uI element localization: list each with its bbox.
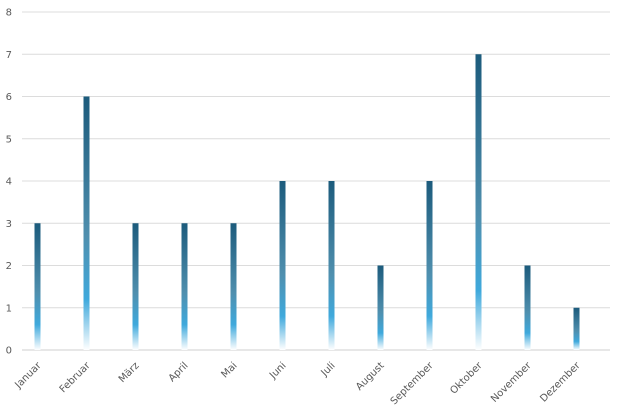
y-tick-label: 0	[6, 346, 12, 357]
x-tick-label: Februar	[58, 360, 94, 396]
bar-november	[524, 265, 531, 350]
x-tick-label: April	[167, 360, 191, 384]
x-tick-label: November	[489, 360, 534, 405]
x-tick-label: Juni	[267, 360, 289, 382]
y-tick-label: 4	[6, 177, 12, 188]
y-tick-label: 7	[6, 50, 12, 61]
bar-juli	[328, 181, 335, 350]
bar-oktober	[475, 54, 482, 350]
y-tick-label: 6	[6, 92, 12, 103]
x-axis-ticks: Januar Februar März April Mai Juni Juli August S…	[13, 360, 584, 407]
bar-dezember	[573, 307, 580, 350]
bar-märz	[132, 223, 139, 350]
grid-lines	[22, 11, 610, 351]
bar-juni	[279, 181, 286, 350]
bar-januar	[34, 223, 41, 350]
y-tick-label: 5	[6, 134, 12, 145]
x-tick-label: Juli	[319, 360, 338, 379]
x-tick-label: Januar	[13, 360, 45, 392]
bar-mai	[230, 223, 237, 350]
bar-august	[377, 265, 384, 350]
bar-september	[426, 181, 433, 350]
y-tick-label: 1	[6, 303, 12, 314]
x-tick-label: Oktober	[448, 360, 485, 397]
x-tick-label: März	[117, 360, 142, 385]
bar-februar	[83, 96, 90, 350]
y-tick-label: 3	[6, 219, 12, 230]
x-tick-label: Dezember	[538, 360, 583, 405]
y-tick-label: 8	[6, 8, 12, 19]
x-tick-label: September	[389, 360, 436, 407]
y-axis-ticks: 0 1 2 3 4 5 6 7 8	[6, 8, 12, 357]
x-tick-label: Mai	[219, 360, 239, 380]
bar-april	[181, 223, 188, 350]
x-tick-label: August	[354, 360, 387, 393]
y-tick-label: 2	[6, 261, 12, 272]
bars	[34, 54, 580, 350]
